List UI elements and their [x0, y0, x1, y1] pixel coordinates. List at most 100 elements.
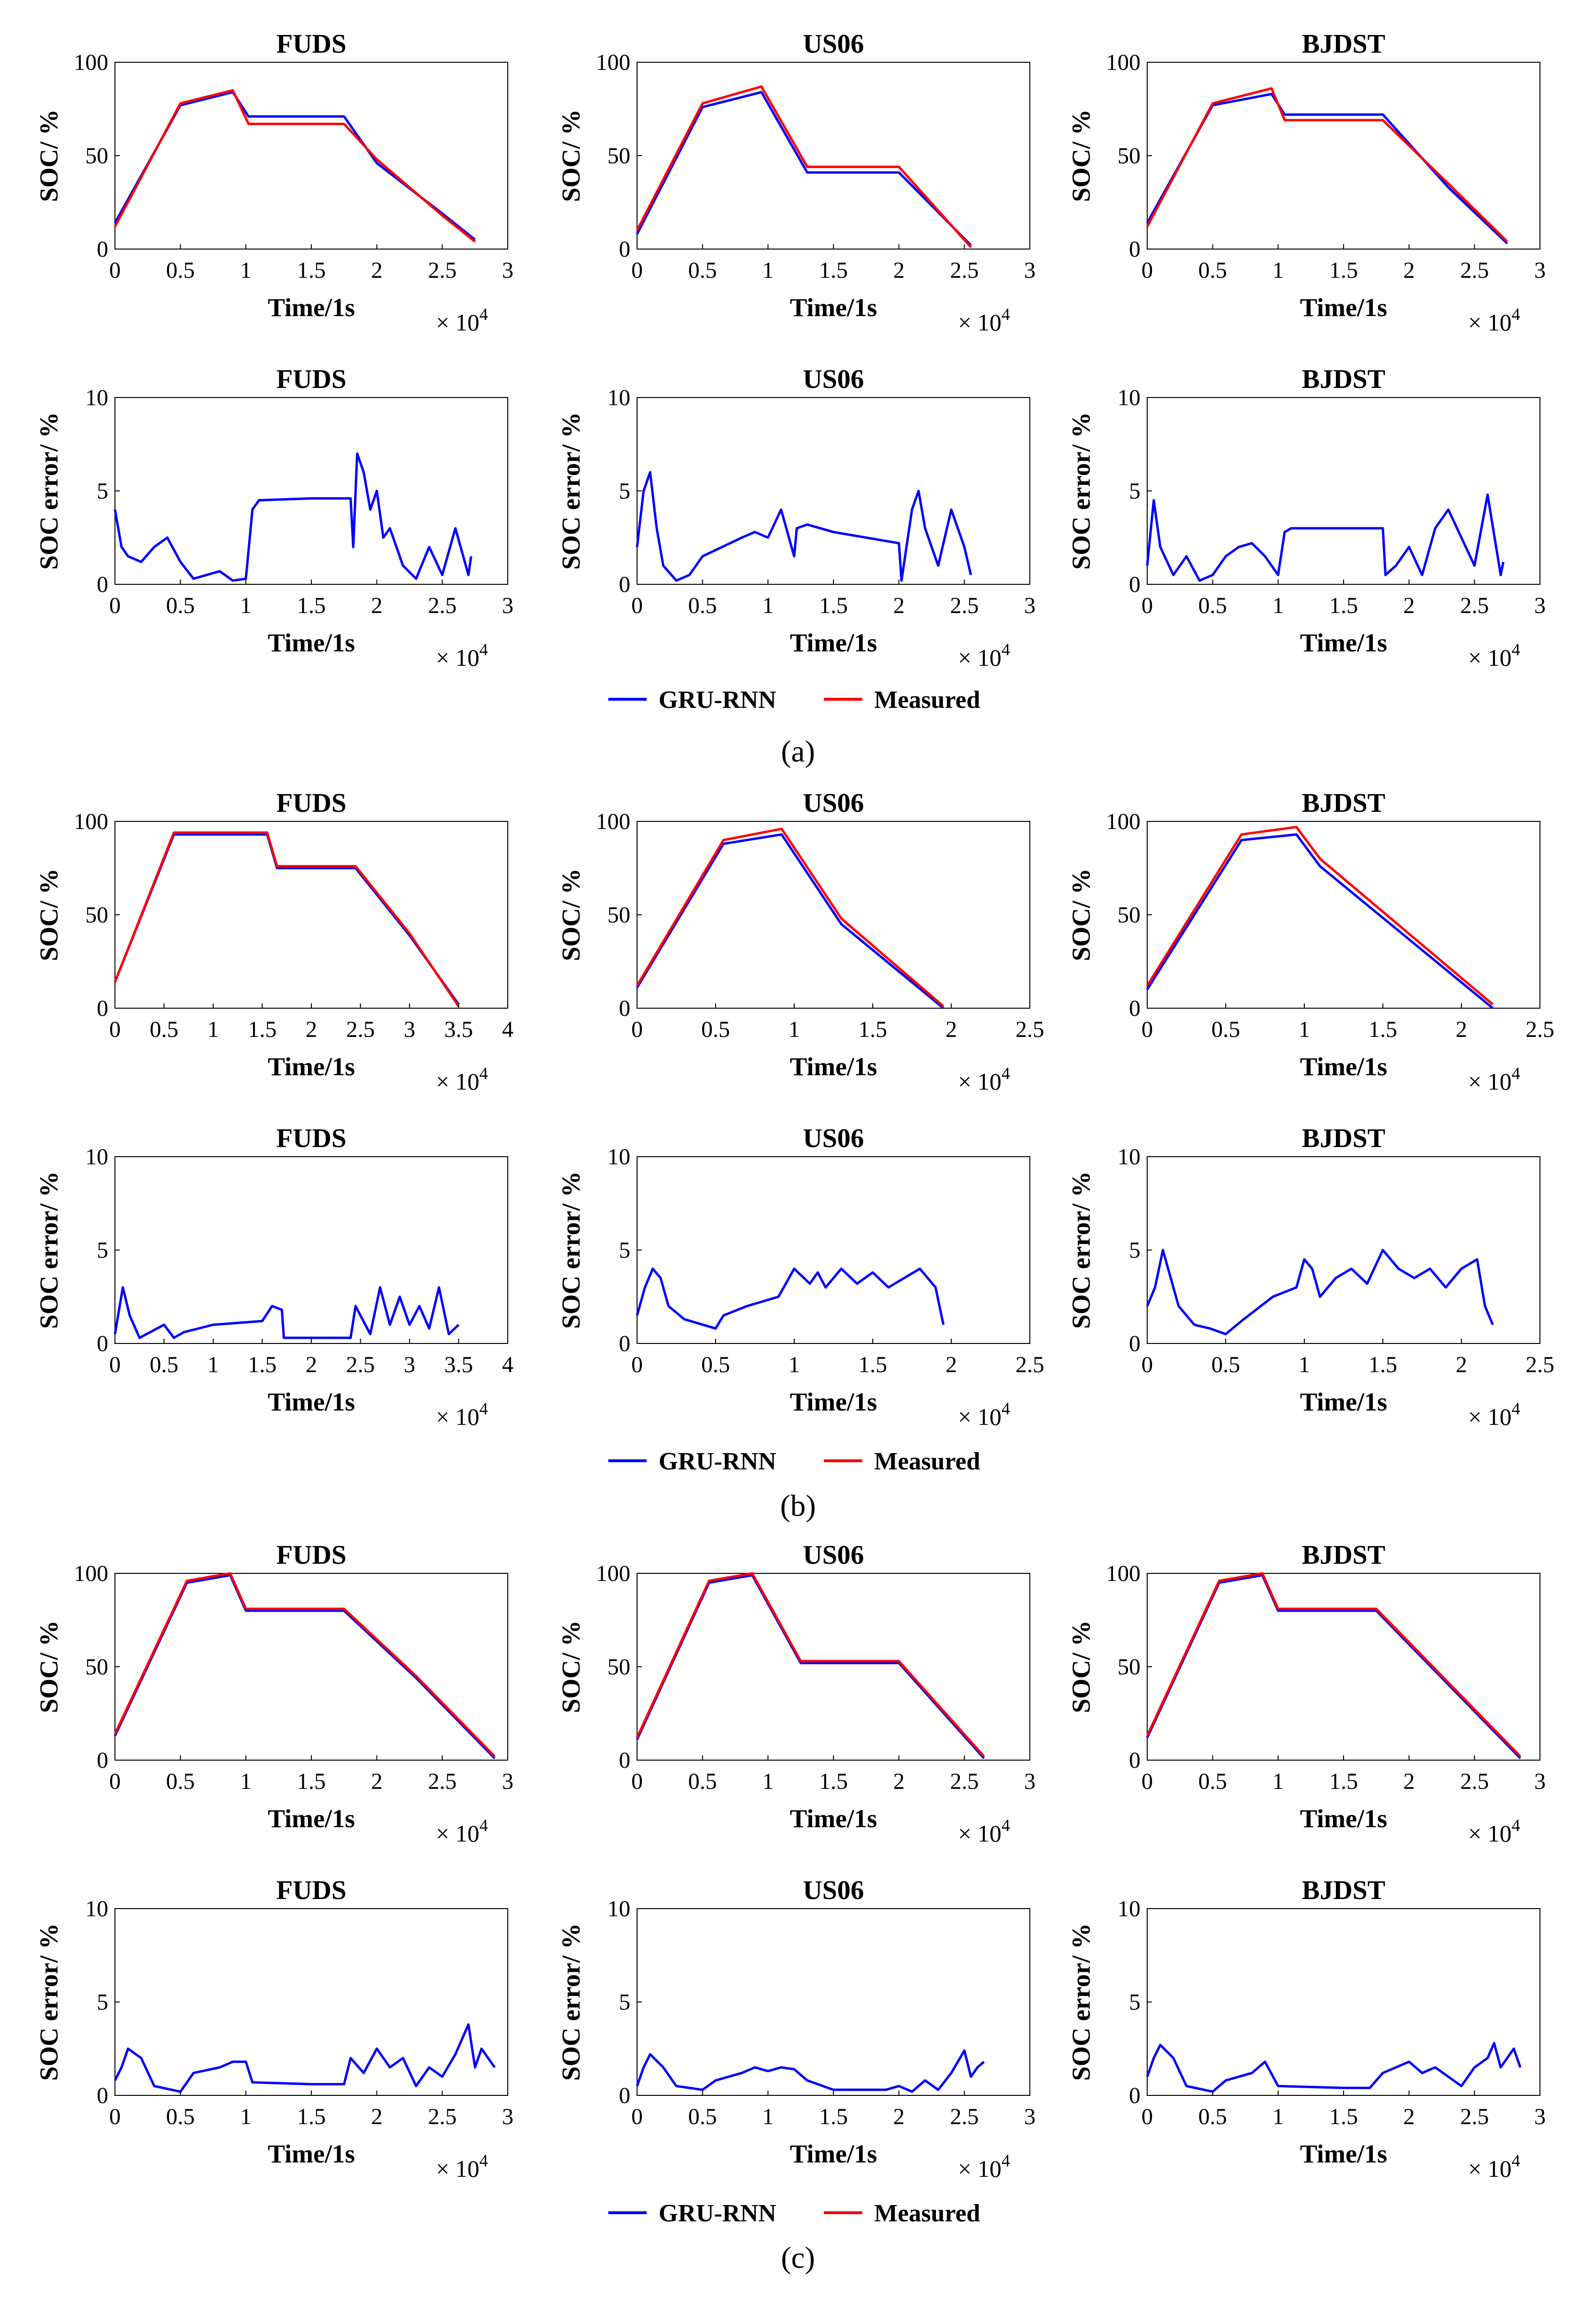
- x-tick-label: 0.5: [688, 258, 717, 283]
- x-tick-label: 2.5: [346, 1017, 375, 1042]
- legend-c: GRU-RNN Measured: [608, 2200, 980, 2227]
- x-tick-label: 2: [371, 1769, 383, 1794]
- plot-frame: [637, 1156, 1030, 1344]
- y-tick-label: 50: [607, 902, 630, 928]
- x-tick-label: 0: [109, 1769, 121, 1794]
- x-axis-multiplier: × 104: [436, 1399, 488, 1430]
- y-axis-label: SOC error/ %: [557, 1923, 585, 2081]
- x-tick-label: 1: [207, 1017, 219, 1042]
- y-tick-label: 50: [1117, 902, 1140, 928]
- y-tick-label: 50: [607, 1654, 630, 1680]
- x-axis-multiplier-exponent: 4: [1002, 1399, 1010, 1418]
- x-axis-multiplier: × 104: [1468, 1816, 1520, 1847]
- x-tick-label: 2.5: [346, 1352, 375, 1377]
- x-axis-label: Time/1s: [790, 1052, 877, 1081]
- chart-panel-c-4: 0 0.5 1 1.5 2 2.5 3 0 5 10 FUDS Time/1s SOC error/ %…: [34, 1876, 513, 2182]
- plot-frame: [1147, 821, 1540, 1009]
- x-tick-label: 2.5: [428, 593, 456, 618]
- x-tick-label: 1.5: [248, 1017, 277, 1042]
- x-axis-label: Time/1s: [268, 2139, 355, 2168]
- x-tick-label: 2: [1403, 2104, 1415, 2129]
- y-tick-label: 0: [1129, 2083, 1140, 2108]
- chart-title: FUDS: [276, 788, 346, 818]
- y-tick-label: 0: [97, 237, 108, 262]
- x-tick-label: 1.5: [297, 593, 326, 618]
- x-tick-label: 1: [207, 1352, 219, 1377]
- x-tick-label: 0.5: [1198, 258, 1227, 283]
- series-line-gru-rnn: [114, 2023, 496, 2093]
- x-axis-multiplier: × 104: [1468, 1399, 1520, 1430]
- series-line-gru-rnn: [636, 2049, 985, 2093]
- x-axis-multiplier-exponent: 4: [479, 1064, 488, 1083]
- y-tick-label: 10: [607, 385, 630, 410]
- x-tick-label: 1.5: [819, 593, 848, 618]
- series-line-gru-rnn: [636, 471, 972, 582]
- plot-frame: [1147, 1156, 1540, 1344]
- x-tick-label: 0.5: [150, 1352, 179, 1377]
- x-axis-multiplier-exponent: 4: [479, 640, 488, 659]
- x-tick-label: 0.5: [1198, 593, 1227, 618]
- x-tick-label: 1: [762, 258, 774, 283]
- x-tick-label: 0: [631, 1352, 643, 1377]
- y-tick-label: 10: [85, 1896, 108, 1922]
- x-axis-multiplier-base: × 10: [436, 1820, 479, 1847]
- x-axis-multiplier-exponent: 4: [1512, 1816, 1520, 1835]
- series-line-measured: [1146, 87, 1508, 243]
- y-axis-label: SOC/ %: [557, 1620, 585, 1713]
- x-tick-label: 1: [1299, 1352, 1310, 1377]
- x-tick-label: 0: [631, 593, 643, 618]
- x-axis-multiplier-exponent: 4: [1002, 1816, 1010, 1835]
- x-axis-label: Time/1s: [268, 628, 355, 657]
- legend-label-measured: Measured: [874, 686, 980, 714]
- y-tick-label: 50: [85, 1654, 108, 1680]
- chart-panel-c-1: 0 0.5 1 1.5 2 2.5 3 0 50 100 FUDS Time/1s SOC/ % × 10…: [34, 1540, 513, 1847]
- series-line-measured: [114, 1572, 496, 1757]
- series-line-gru-rnn: [1146, 833, 1494, 1009]
- x-axis-multiplier-base: × 10: [436, 1403, 479, 1430]
- x-tick-label: 2.5: [950, 258, 979, 283]
- x-axis-label: Time/1s: [1300, 2139, 1387, 2168]
- x-tick-label: 0: [631, 1769, 643, 1794]
- series-line-gru-rnn: [636, 1267, 945, 1330]
- x-tick-label: 1: [240, 2104, 251, 2129]
- x-tick-label: 2: [946, 1017, 957, 1042]
- x-tick-label: 0.5: [688, 593, 717, 618]
- y-axis-label: SOC/ %: [34, 1620, 63, 1713]
- x-tick-label: 0: [109, 2104, 121, 2129]
- x-axis-multiplier: × 104: [958, 1816, 1010, 1847]
- series-line-measured: [1146, 826, 1494, 1006]
- y-axis-label: SOC/ %: [34, 868, 63, 961]
- y-tick-label: 5: [1129, 1238, 1140, 1263]
- x-tick-label: 3.5: [445, 1017, 473, 1042]
- x-tick-label: 2: [893, 593, 905, 618]
- x-tick-label: 0: [109, 1352, 121, 1377]
- chart-panel-c-2: 0 0.5 1 1.5 2 2.5 3 0 50 100 US06 Time/1s SOC/ % × 10…: [557, 1540, 1036, 1847]
- x-tick-label: 0: [631, 2104, 643, 2129]
- x-axis-multiplier-exponent: 4: [1002, 640, 1010, 659]
- y-axis-label: SOC error/ %: [557, 1172, 585, 1329]
- legend-a: GRU-RNN Measured: [608, 686, 980, 714]
- x-tick-label: 3: [404, 1017, 415, 1042]
- plot-frame: [114, 397, 508, 585]
- chart-panel-a-3: 0 0.5 1 1.5 2 2.5 3 0 50 100 BJDST Time/1s SOC/ % × 1…: [1067, 29, 1546, 336]
- series-line-measured: [1146, 1572, 1521, 1757]
- y-tick-label: 100: [596, 809, 630, 834]
- chart-title: FUDS: [276, 1124, 346, 1153]
- y-tick-label: 5: [619, 1990, 630, 2015]
- chart-panel-b-5: 0 0.5 1 1.5 2 2.5 0 5 10 US06 Time/1s SOC error/ % ×…: [557, 1124, 1044, 1430]
- x-axis-label: Time/1s: [268, 293, 355, 322]
- y-tick-label: 5: [1129, 1990, 1140, 2015]
- y-tick-label: 0: [97, 1748, 108, 1773]
- x-axis-multiplier-base: × 10: [958, 1068, 1002, 1095]
- y-axis-label: SOC error/ %: [1067, 1923, 1095, 2081]
- x-tick-label: 1: [1272, 2104, 1284, 2129]
- x-tick-label: 0: [109, 593, 121, 618]
- x-axis-label: Time/1s: [268, 1052, 355, 1081]
- x-tick-label: 1: [240, 258, 251, 283]
- subfigure-caption-b: (b): [780, 1489, 816, 1523]
- y-axis-label: SOC/ %: [557, 868, 585, 961]
- series-line-gru-rnn: [114, 91, 476, 241]
- x-tick-label: 0: [1141, 258, 1153, 283]
- x-tick-label: 1: [240, 1769, 251, 1794]
